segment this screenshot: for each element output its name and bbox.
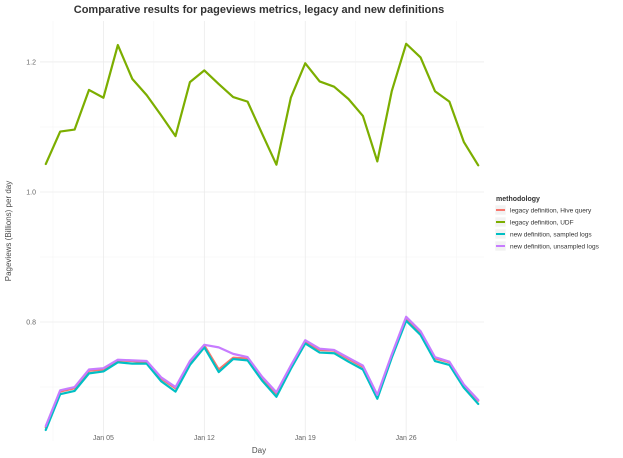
x-axis-label: Day — [252, 446, 266, 455]
legend-entry-label: new definition, unsampled logs — [510, 244, 600, 251]
x-axis: Jan 05 Jan 12 Jan 19 Jan 26 — [93, 435, 417, 442]
x-tick-label: Jan 19 — [295, 435, 316, 442]
grid-layer — [40, 21, 484, 441]
x-tick-label: Jan 05 — [93, 435, 114, 442]
y-axis: 0.8 1.0 1.2 — [26, 59, 36, 326]
y-axis-label: Pageviews (Billions) per day — [4, 181, 13, 282]
y-tick-label: 0.8 — [26, 320, 36, 327]
y-tick-label: 1.0 — [26, 189, 36, 196]
series-line-4 — [44, 315, 480, 428]
x-tick-label: Jan 26 — [396, 435, 417, 442]
x-tick-label: Jan 12 — [194, 435, 215, 442]
legend-entry-label: legacy definition, Hive query — [510, 208, 592, 215]
legend-title: methodology — [496, 196, 540, 203]
legend-entry-label: new definition, sampled logs — [510, 232, 592, 239]
series-line-2 — [44, 42, 480, 167]
legend: methodology legacy definition, Hive quer… — [494, 196, 600, 252]
chart-title: Comparative results for pageviews metric… — [74, 4, 444, 16]
series-layer — [44, 42, 480, 432]
series-line-3 — [44, 319, 480, 432]
y-tick-label: 1.2 — [26, 59, 36, 66]
legend-entry-label: legacy definition, UDF — [510, 220, 574, 227]
plot-panel — [40, 21, 484, 441]
